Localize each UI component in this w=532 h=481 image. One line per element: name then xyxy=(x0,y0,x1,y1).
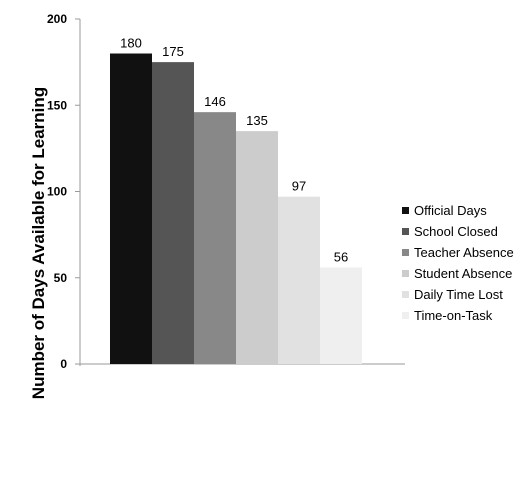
legend-label: Daily Time Lost xyxy=(414,287,503,302)
legend-swatch xyxy=(402,270,409,277)
y-tick-label: 150 xyxy=(47,98,67,112)
bar xyxy=(194,112,236,365)
legend-swatch xyxy=(402,312,409,319)
legend-label: School Closed xyxy=(414,224,498,239)
legend-label: Time-on-Task xyxy=(414,308,493,323)
data-labels-group: 180 175 146 135 97 56 xyxy=(120,36,348,265)
legend-label: Teacher Absence xyxy=(414,245,514,260)
y-axis-label: Number of Days Available for Learning xyxy=(29,87,48,399)
data-label: 180 xyxy=(120,36,142,51)
bar xyxy=(320,267,362,364)
data-label: 135 xyxy=(246,113,268,128)
y-tick-label: 100 xyxy=(47,185,67,199)
legend-swatch xyxy=(402,207,409,214)
data-label: 175 xyxy=(162,44,184,59)
y-tick-label: 50 xyxy=(54,271,68,285)
legend: Official Days School Closed Teacher Absenc… xyxy=(402,203,514,323)
bar xyxy=(110,53,152,364)
data-label: 97 xyxy=(292,179,306,194)
legend-swatch xyxy=(402,228,409,235)
bars-group xyxy=(110,53,362,365)
bar xyxy=(236,131,278,364)
bar xyxy=(152,62,194,364)
legend-swatch xyxy=(402,249,409,256)
bar xyxy=(278,196,320,364)
legend-label: Student Absence xyxy=(414,266,512,281)
legend-label: Official Days xyxy=(414,203,487,218)
y-tick-label: 0 xyxy=(60,357,67,371)
data-label: 146 xyxy=(204,94,226,109)
y-tick-label: 200 xyxy=(47,12,67,26)
legend-swatch xyxy=(402,291,409,298)
data-label: 56 xyxy=(334,249,348,264)
